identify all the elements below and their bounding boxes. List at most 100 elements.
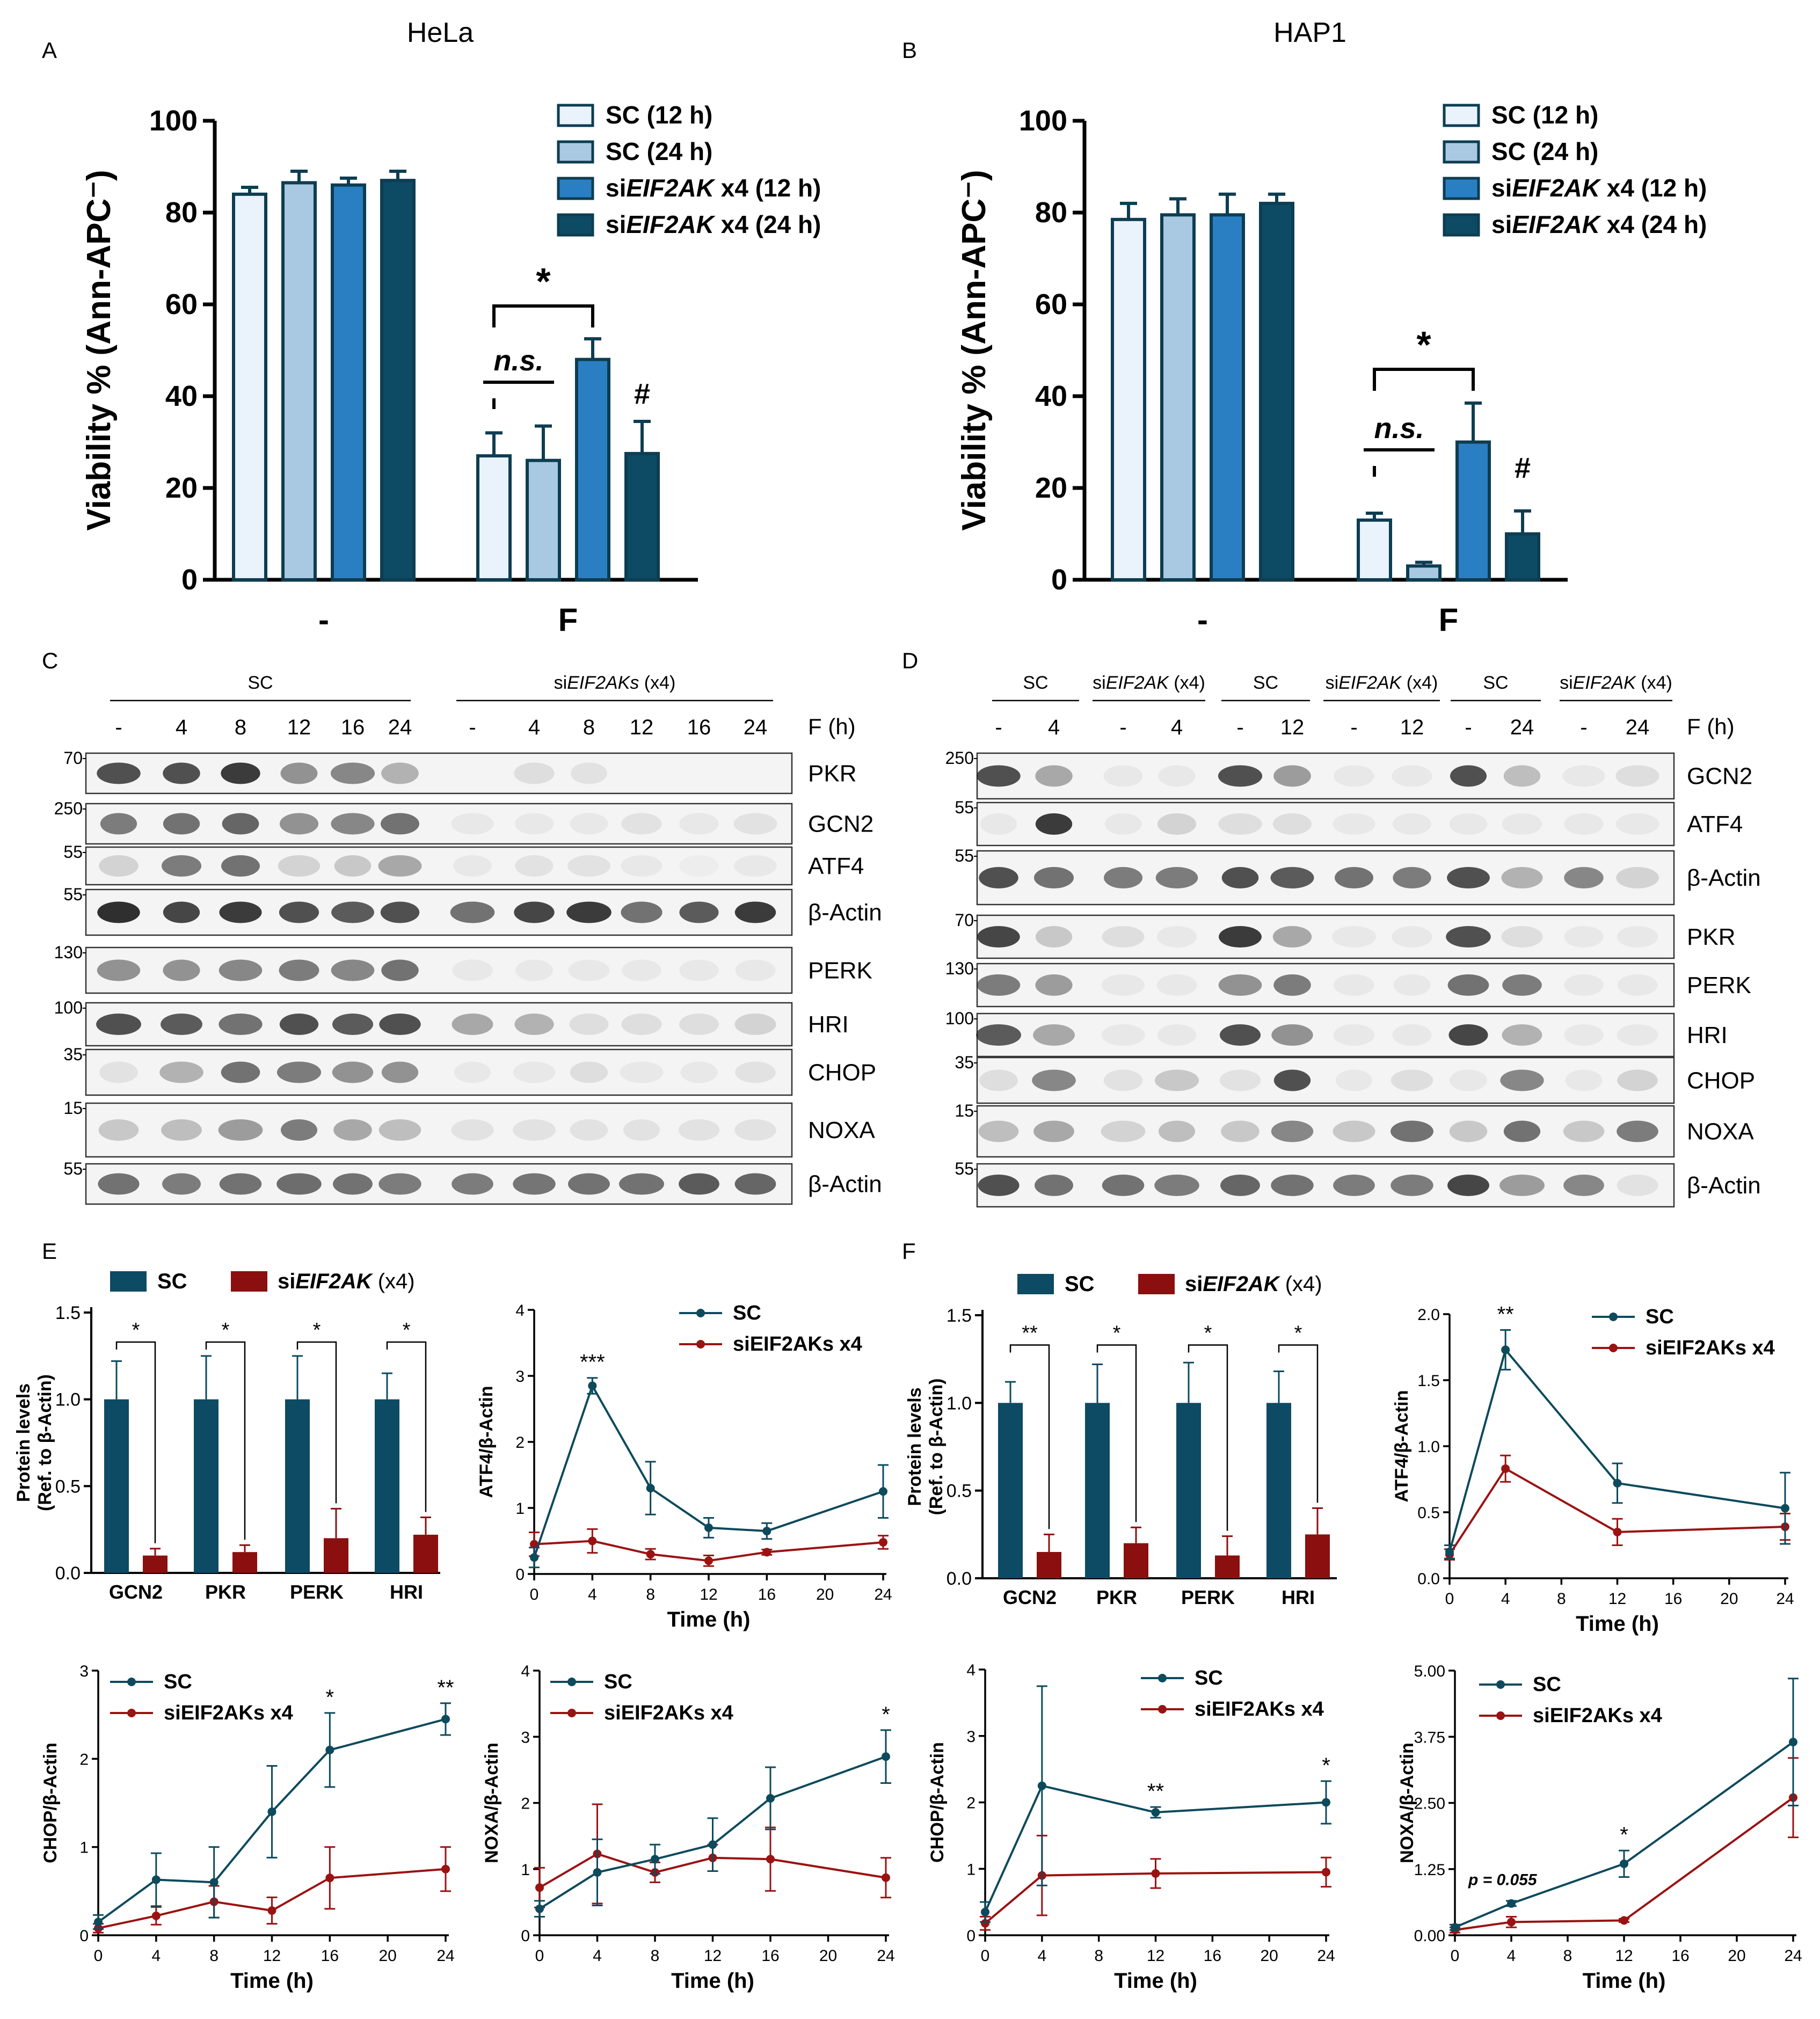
data-point-sieif2aks — [879, 1537, 887, 1547]
blot-band — [1563, 1120, 1605, 1142]
blot-band — [378, 1173, 421, 1195]
y-tick-label: 100 — [149, 105, 198, 137]
blot-band — [1154, 1175, 1199, 1196]
blot-band — [1334, 765, 1374, 787]
blot-mw-marker: 250 — [54, 799, 83, 818]
blot-mw-marker: 130 — [54, 943, 83, 962]
blot-lane-time: 16 — [341, 716, 365, 739]
y-axis-label: CHOP/β-Actin — [40, 1743, 61, 1863]
blot-band — [1273, 813, 1312, 835]
blot-mw-marker: 15 — [63, 1098, 83, 1118]
blot-mw-marker: 130 — [945, 959, 974, 978]
blot-band — [977, 926, 1020, 947]
blot-band — [979, 1069, 1018, 1091]
blot-group-label: siEIF2AK (x4) — [1326, 673, 1438, 693]
blot-band — [620, 1061, 664, 1083]
y-tick-label: 0.0 — [1417, 1570, 1440, 1588]
data-point-sieif2aks — [325, 1874, 334, 1883]
blot-band — [381, 762, 419, 784]
blot-band — [978, 1175, 1020, 1196]
legend-label: SC — [733, 1302, 761, 1324]
panel-a-title: HeLa — [407, 17, 474, 48]
blot-band — [1334, 974, 1374, 996]
legend-marker — [1496, 1680, 1505, 1689]
blot-band — [1449, 813, 1488, 835]
blot-band — [679, 1014, 719, 1035]
blot-strip — [85, 846, 793, 886]
y-axis-label: Viability % (Ann-APC⁻) — [956, 170, 993, 530]
y-tick-label: 1.25 — [1414, 1861, 1445, 1879]
blot-band — [331, 901, 374, 923]
blot-band — [381, 959, 419, 981]
blot-band — [332, 1014, 374, 1035]
blot-band — [1447, 1175, 1489, 1196]
y-axis-label-1: Protein levels — [13, 1383, 34, 1502]
blot-band — [1616, 867, 1659, 888]
blot-band — [97, 959, 141, 981]
blot-band — [621, 1014, 662, 1035]
blot-band — [332, 1061, 374, 1083]
blot-band — [570, 1061, 608, 1083]
panel-b-bar-chart: 0 20 40 60 80 100 Viability % (Ann-APC⁻) - F SC (… — [956, 101, 1707, 638]
blot-band — [514, 813, 554, 835]
y-tick-label: 0 — [181, 564, 198, 596]
data-point-sieif2aks — [1151, 1869, 1160, 1878]
blot-lane-time: - — [995, 716, 1002, 739]
x-tick-label: 20 — [1720, 1590, 1738, 1608]
y-tick-label: 1 — [515, 1500, 525, 1518]
legend-label: SC — [1065, 1272, 1095, 1296]
significance-bracket — [115, 1341, 156, 1543]
blot-band — [513, 1173, 556, 1195]
blot-band — [1448, 1024, 1488, 1046]
blot-band — [679, 855, 718, 877]
y-tick-label: 0.5 — [1417, 1504, 1440, 1522]
legend-marker — [1609, 1313, 1618, 1321]
y-tick-label: 0 — [79, 1927, 89, 1945]
significance-star: ** — [1497, 1303, 1514, 1326]
y-tick-label: 2 — [966, 1795, 975, 1812]
blot-band — [99, 1061, 138, 1083]
blot-band — [99, 855, 139, 877]
significance-star: ** — [1147, 1780, 1164, 1803]
blot-band — [733, 813, 777, 835]
bar-sieif2ak-x4-12-h- — [575, 358, 610, 581]
blot-band — [1446, 926, 1491, 947]
significance-star: * — [1294, 1322, 1302, 1345]
panel-e-protein-bar-chart: 0.0 0.5 1.0 1.5 Protein levels (Ref. to β-Act… — [13, 1270, 440, 1603]
bar-sc — [104, 1399, 129, 1573]
blot-band — [1156, 974, 1197, 996]
x-tick-label: 0 — [94, 1947, 103, 1965]
blot-band — [622, 959, 661, 981]
x-tick-label: 20 — [1728, 1947, 1745, 1965]
blot-protein-label: PERK — [1687, 972, 1751, 998]
y-axis-label-2: (Ref. to β-Actin) — [35, 1374, 55, 1511]
bar-sc — [1266, 1403, 1291, 1578]
data-point-sc — [441, 1715, 450, 1724]
data-point-sieif2aks — [981, 1919, 989, 1928]
blot-band — [1502, 813, 1542, 835]
significance-star: *** — [580, 1351, 605, 1374]
blot-band — [1101, 1120, 1146, 1142]
blot-band — [1449, 1069, 1488, 1091]
blot-band — [100, 813, 137, 835]
blot-strip — [85, 752, 793, 795]
blot-protein-label: ATF4 — [808, 853, 864, 879]
significance-bracket — [1278, 1344, 1319, 1503]
legend-label: siEIF2AK (x4) — [278, 1270, 415, 1293]
blot-band — [679, 1173, 719, 1195]
blot-protein-label: β-Actin — [1687, 865, 1761, 891]
legend-marker — [1158, 1674, 1167, 1682]
blot-band — [1564, 867, 1604, 888]
legend-marker — [696, 1309, 705, 1317]
blot-band — [219, 901, 262, 923]
data-point-sc — [151, 1875, 161, 1884]
blot-band — [1565, 1069, 1603, 1091]
blot-protein-label: GCN2 — [808, 811, 873, 837]
x-tick-label: 8 — [209, 1947, 219, 1965]
y-tick-label: 80 — [165, 196, 198, 229]
blot-mw-marker: 35 — [63, 1045, 83, 1064]
blot-band — [566, 901, 611, 923]
blot-mw-marker: 55 — [955, 846, 974, 865]
